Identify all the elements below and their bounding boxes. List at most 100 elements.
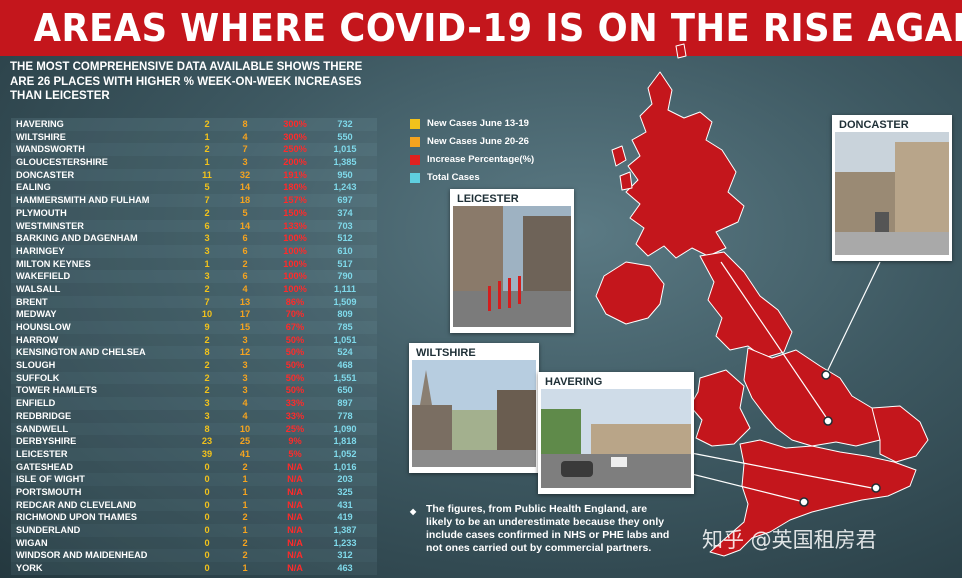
legend-label: New Cases June 13-19 bbox=[427, 118, 529, 129]
table-row: WANDSWORTH 2 7 250% 1,015 bbox=[11, 143, 377, 156]
total-cases: 790 bbox=[337, 271, 353, 282]
table-row: WIGAN 0 2 N/A 1,233 bbox=[11, 536, 377, 550]
area-name: GLOUCESTERSHIRE bbox=[16, 157, 108, 168]
cases-june-20-26: 3 bbox=[242, 372, 248, 383]
street-photo-image bbox=[541, 389, 691, 488]
increase-percentage: 100% bbox=[283, 233, 307, 244]
increase-percentage: N/A bbox=[287, 512, 303, 523]
increase-percentage: 300% bbox=[283, 119, 307, 129]
table-row: WILTSHIRE 1 4 300% 550 bbox=[11, 130, 377, 144]
table-row: SUNDERLAND 0 1 N/A 1,387 bbox=[11, 524, 377, 537]
cases-june-13-19: 2 bbox=[204, 372, 210, 383]
table-row: SANDWELL 8 10 25% 1,090 bbox=[11, 423, 377, 436]
increase-percentage: 100% bbox=[283, 258, 307, 269]
cases-june-13-19: 1 bbox=[204, 131, 210, 142]
area-name: WESTMINSTER bbox=[16, 220, 84, 231]
table-row: HARROW 2 3 50% 1,051 bbox=[11, 333, 377, 347]
cases-june-20-26: 8 bbox=[242, 119, 248, 129]
cases-june-20-26: 15 bbox=[239, 322, 251, 332]
increase-percentage: N/A bbox=[287, 537, 303, 548]
increase-percentage: 9% bbox=[288, 436, 302, 447]
table-row: PLYMOUTH 2 5 150% 374 bbox=[11, 206, 377, 220]
area-name: TOWER HAMLETS bbox=[16, 385, 97, 396]
total-cases: 524 bbox=[337, 347, 353, 358]
cases-june-13-19: 2 bbox=[204, 119, 210, 129]
cases-june-20-26: 6 bbox=[242, 271, 248, 282]
cases-june-13-19: 0 bbox=[204, 563, 210, 574]
map-marker-wiltshire bbox=[799, 497, 809, 507]
street-photo-image bbox=[412, 360, 536, 467]
total-cases: 650 bbox=[337, 385, 353, 396]
increase-percentage: 67% bbox=[285, 322, 305, 332]
cases-june-13-19: 3 bbox=[204, 245, 210, 256]
cases-june-20-26: 41 bbox=[239, 448, 251, 459]
increase-percentage: N/A bbox=[287, 499, 303, 510]
increase-percentage: N/A bbox=[287, 550, 303, 561]
data-table: HAVERING 2 8 300% 732 WILTSHIRE 1 4 300% 550 WANDS… bbox=[11, 118, 377, 575]
legend-swatch bbox=[410, 119, 420, 129]
cases-june-20-26: 4 bbox=[242, 283, 248, 294]
title-bar: AREAS WHERE COVID-19 IS ON THE RISE AGAI… bbox=[0, 0, 962, 56]
total-cases: 312 bbox=[337, 550, 353, 561]
area-name: KENSINGTON AND CHELSEA bbox=[16, 347, 146, 358]
table-row: LEICESTER 39 41 5% 1,052 bbox=[11, 448, 377, 461]
table-row: ISLE OF WIGHT 0 1 N/A 203 bbox=[11, 473, 377, 486]
cases-june-13-19: 1 bbox=[204, 157, 210, 168]
increase-percentage: N/A bbox=[287, 486, 303, 497]
table-row: DERBYSHIRE 23 25 9% 1,818 bbox=[11, 435, 377, 448]
legend-label: Increase Percentage(%) bbox=[427, 154, 535, 165]
area-name: WAKEFIELD bbox=[16, 271, 71, 282]
increase-percentage: N/A bbox=[287, 461, 303, 472]
cases-june-13-19: 11 bbox=[202, 169, 212, 180]
map-east-anglia bbox=[871, 405, 929, 463]
photo-title-havering: HAVERING bbox=[541, 375, 691, 389]
photo-havering: HAVERING bbox=[538, 372, 694, 494]
increase-percentage: 86% bbox=[285, 296, 305, 307]
increase-percentage: 157% bbox=[283, 195, 307, 206]
cases-june-13-19: 0 bbox=[204, 461, 210, 472]
table-row: RICHMOND UPON THAMES 0 2 N/A 419 bbox=[11, 511, 377, 524]
area-name: SUNDERLAND bbox=[16, 525, 81, 535]
cases-june-13-19: 2 bbox=[204, 144, 210, 155]
map-north-england bbox=[699, 251, 793, 359]
cases-june-13-19: 6 bbox=[204, 220, 210, 231]
increase-percentage: 200% bbox=[283, 157, 307, 168]
total-cases: 778 bbox=[337, 410, 353, 421]
map-midlands bbox=[743, 347, 891, 447]
cases-june-13-19: 0 bbox=[204, 550, 210, 561]
cases-june-20-26: 25 bbox=[239, 436, 251, 447]
increase-percentage: 50% bbox=[285, 347, 305, 358]
total-cases: 325 bbox=[337, 486, 353, 497]
area-name: YORK bbox=[16, 563, 43, 574]
area-name: SANDWELL bbox=[16, 423, 69, 434]
street-photo-image bbox=[835, 132, 949, 255]
legend-label: Total Cases bbox=[427, 172, 480, 183]
cases-june-13-19: 0 bbox=[204, 474, 210, 485]
total-cases: 203 bbox=[337, 474, 353, 485]
total-cases: 1,387 bbox=[333, 525, 357, 535]
area-name: WINDSOR AND MAIDENHEAD bbox=[16, 550, 148, 561]
cases-june-13-19: 2 bbox=[204, 334, 210, 345]
total-cases: 703 bbox=[337, 220, 353, 231]
cases-june-20-26: 17 bbox=[239, 309, 251, 320]
cases-june-13-19: 9 bbox=[204, 322, 210, 332]
map-marker-havering bbox=[871, 483, 881, 493]
area-name: HOUNSLOW bbox=[16, 322, 71, 332]
table-row: BARKING AND DAGENHAM 3 6 100% 512 bbox=[11, 232, 377, 245]
cases-june-20-26: 10 bbox=[239, 423, 251, 434]
map-marker-doncaster bbox=[821, 370, 831, 380]
total-cases: 431 bbox=[337, 499, 353, 510]
cases-june-13-19: 3 bbox=[204, 233, 210, 244]
photo-title-doncaster: DONCASTER bbox=[835, 118, 949, 132]
table-row: BRENT 7 13 86% 1,509 bbox=[11, 296, 377, 309]
cases-june-20-26: 4 bbox=[242, 131, 248, 142]
area-name: RICHMOND UPON THAMES bbox=[16, 512, 137, 523]
increase-percentage: 250% bbox=[283, 144, 307, 155]
table-row: KENSINGTON AND CHELSEA 8 12 50% 524 bbox=[11, 346, 377, 359]
area-name: SLOUGH bbox=[16, 360, 56, 371]
cases-june-13-19: 39 bbox=[201, 448, 213, 459]
table-row: HARINGEY 3 6 100% 610 bbox=[11, 245, 377, 258]
area-name: REDCAR AND CLEVELAND bbox=[16, 499, 137, 510]
cases-june-13-19: 2 bbox=[204, 360, 210, 371]
cases-june-13-19: 8 bbox=[204, 423, 210, 434]
